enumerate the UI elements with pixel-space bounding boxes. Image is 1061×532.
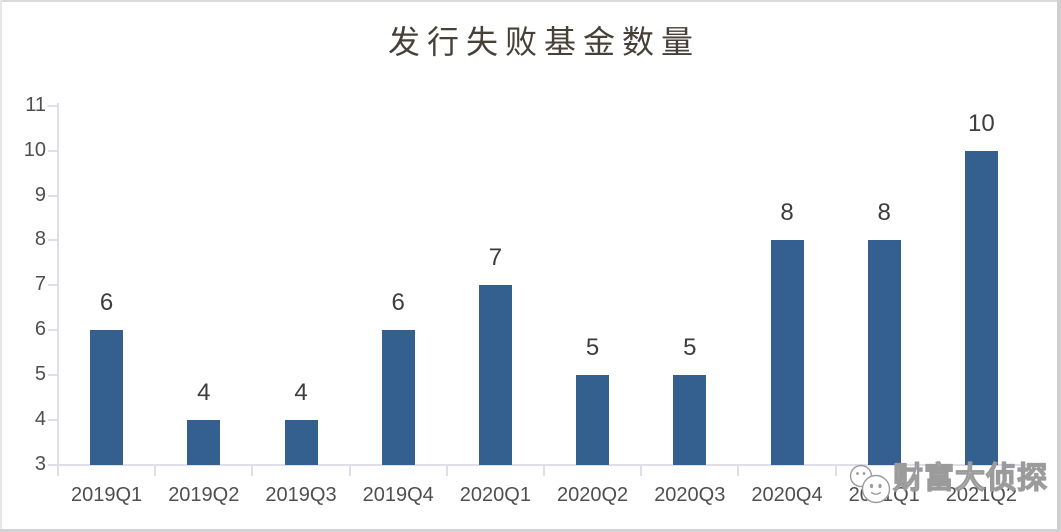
x-axis-line [48, 463, 1030, 466]
y-axis-tick-label: 8 [34, 228, 46, 251]
y-axis-tick-label: 10 [23, 138, 46, 161]
x-axis-category-label: 2019Q1 [71, 483, 143, 506]
x-axis-tick [57, 464, 59, 476]
x-axis-tick [154, 464, 157, 476]
x-axis-tick [251, 464, 254, 476]
x-axis-category-label: 2020Q2 [557, 483, 629, 506]
x-axis-category-label: 2020Q4 [751, 483, 823, 506]
y-axis-tick-label: 4 [34, 407, 46, 430]
window-edge-top [0, 0, 1061, 2]
two-chat-faces-icon [846, 459, 894, 514]
bar-2020Q4 [770, 240, 804, 465]
bar-2019Q3 [284, 419, 318, 465]
y-axis-tick [48, 329, 57, 332]
chart-title: 发行失败基金数量 [387, 23, 700, 61]
x-axis-category-label: 2019Q3 [265, 483, 337, 506]
window-edge-bottom [0, 529, 1061, 532]
x-axis-tick [543, 464, 545, 476]
window-edge-left [0, 0, 2, 532]
window-edge-right [1057, 0, 1061, 532]
bar-value-label: 7 [488, 244, 503, 272]
bar-value-label: 8 [877, 199, 891, 227]
y-axis-tick-label: 5 [34, 362, 46, 385]
bar-value-label: 6 [99, 289, 114, 317]
y-axis-tick [48, 149, 57, 152]
x-axis-category-label: 2020Q1 [459, 483, 531, 506]
bar-value-label: 10 [968, 109, 995, 137]
x-axis-category-label: 2020Q3 [654, 483, 726, 506]
bar-2021Q2 [964, 150, 998, 465]
y-axis-line [56, 103, 59, 476]
bar-value-label: 4 [197, 378, 211, 406]
bar-2020Q3 [673, 374, 707, 465]
x-axis-tick [1029, 464, 1031, 476]
y-axis-tick-label: 6 [34, 318, 46, 341]
y-axis-tick [48, 418, 57, 421]
bar-2019Q1 [90, 330, 124, 465]
x-axis-category-label: 2019Q2 [168, 483, 240, 506]
x-axis-tick [834, 464, 837, 476]
y-axis-tick [48, 194, 57, 197]
y-axis-tick-label: 9 [34, 183, 46, 206]
bar-2020Q2 [576, 374, 610, 465]
y-axis-tick [48, 105, 57, 107]
bar-2021Q1 [867, 240, 901, 465]
bar-2019Q2 [187, 419, 221, 465]
bar-value-label: 8 [780, 199, 794, 227]
bar-2020Q1 [478, 285, 512, 465]
watermark: 财富大侦探 [846, 457, 1051, 517]
y-axis-tick [48, 239, 57, 242]
watermark-text: 财富大侦探 [892, 461, 1048, 496]
x-axis-tick [445, 464, 448, 476]
y-axis-tick [48, 463, 57, 466]
bar-value-label: 6 [391, 289, 405, 317]
y-axis-tick-label: 11 [25, 94, 46, 116]
x-axis-tick [737, 464, 740, 476]
x-axis-tick [640, 464, 643, 476]
y-axis-tick [48, 373, 57, 376]
y-axis-tick-label: 7 [34, 273, 46, 296]
x-axis-category-label: 2021Q2 [945, 483, 1017, 506]
y-axis-tick-label: 3 [34, 452, 46, 475]
x-axis-tick [931, 464, 934, 476]
bar-value-label: 4 [294, 378, 308, 406]
y-axis-tick [48, 284, 57, 287]
x-axis-tick [348, 464, 351, 476]
bar-value-label: 5 [683, 333, 697, 361]
bar-2019Q4 [381, 330, 415, 465]
x-axis-category-label: 2019Q4 [362, 483, 434, 506]
bar-value-label: 5 [585, 333, 600, 361]
